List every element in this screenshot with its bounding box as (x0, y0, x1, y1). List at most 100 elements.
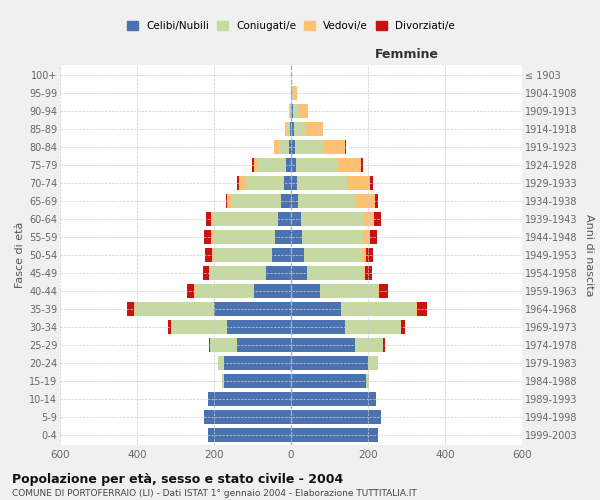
Bar (291, 158, 296, 172)
Bar (299, 104, 308, 118)
Text: Popolazione per età, sesso e stato civile - 2004: Popolazione per età, sesso e stato civil… (12, 472, 343, 486)
Bar (275, 230, 291, 244)
Bar (208, 392, 291, 406)
Bar (291, 284, 320, 298)
Bar (290, 122, 291, 136)
Bar (293, 86, 297, 100)
Bar (222, 374, 224, 388)
Bar (266, 266, 291, 280)
Bar (401, 320, 404, 334)
Bar (218, 356, 224, 370)
Bar (272, 248, 291, 262)
Bar (383, 338, 385, 352)
Bar (291, 248, 304, 262)
Text: COMUNE DI PORTOFERRAIO (LI) - Dati ISTAT 1° gennaio 2004 - Elaborazione TUTTITAL: COMUNE DI PORTOFERRAIO (LI) - Dati ISTAT… (12, 489, 417, 498)
Bar (291, 428, 377, 442)
Bar (245, 176, 284, 190)
Bar (324, 140, 345, 154)
Bar (237, 176, 239, 190)
Bar (377, 284, 379, 298)
Bar (291, 338, 355, 352)
Bar (211, 230, 213, 244)
Bar (208, 428, 291, 442)
Bar (341, 302, 416, 316)
Bar (370, 230, 377, 244)
Bar (284, 176, 291, 190)
Bar (292, 86, 293, 100)
Bar (224, 356, 291, 370)
Bar (210, 266, 266, 280)
Bar (291, 86, 292, 100)
Bar (291, 230, 302, 244)
Bar (187, 284, 194, 298)
Bar (345, 140, 346, 154)
Text: Femmine: Femmine (374, 48, 439, 61)
Bar (239, 176, 245, 190)
Bar (291, 320, 345, 334)
Bar (417, 302, 427, 316)
Bar (291, 176, 297, 190)
Bar (232, 194, 281, 208)
Bar (134, 302, 135, 316)
Bar (210, 338, 237, 352)
Bar (214, 248, 272, 262)
Bar (226, 194, 227, 208)
Bar (274, 140, 280, 154)
Y-axis label: Anni di nascita: Anni di nascita (584, 214, 594, 296)
Y-axis label: Fasce di età: Fasce di età (14, 222, 25, 288)
Bar (171, 320, 172, 334)
Bar (291, 302, 341, 316)
Bar (291, 392, 376, 406)
Bar (379, 284, 388, 298)
Bar (224, 374, 291, 388)
Bar (287, 122, 290, 136)
Bar (366, 248, 373, 262)
Bar (345, 320, 401, 334)
Bar (365, 266, 372, 280)
Bar (291, 374, 366, 388)
Bar (294, 122, 305, 136)
Bar (280, 140, 289, 154)
Bar (291, 104, 293, 118)
Bar (301, 212, 364, 226)
Bar (227, 320, 291, 334)
Bar (304, 248, 362, 262)
Bar (214, 302, 291, 316)
Bar (364, 212, 374, 226)
Bar (206, 212, 211, 226)
Bar (254, 158, 257, 172)
Bar (291, 410, 382, 424)
Bar (377, 356, 379, 370)
Bar (291, 356, 368, 370)
Bar (168, 320, 171, 334)
Bar (347, 176, 370, 190)
Bar (375, 194, 378, 208)
Bar (209, 338, 210, 352)
Bar (127, 302, 134, 316)
Bar (252, 158, 254, 172)
Bar (291, 212, 301, 226)
Bar (278, 212, 291, 226)
Bar (195, 284, 254, 298)
Bar (135, 302, 214, 316)
Bar (194, 284, 195, 298)
Bar (361, 158, 363, 172)
Bar (356, 194, 375, 208)
Bar (227, 194, 232, 208)
Legend: Celibi/Nubili, Coniugati/e, Vedovi/e, Divorziati/e: Celibi/Nubili, Coniugati/e, Vedovi/e, Di… (123, 17, 459, 36)
Bar (212, 248, 214, 262)
Bar (362, 248, 366, 262)
Bar (338, 158, 361, 172)
Bar (281, 194, 291, 208)
Bar (366, 374, 369, 388)
Bar (213, 230, 275, 244)
Bar (295, 140, 324, 154)
Bar (296, 158, 338, 172)
Bar (211, 212, 214, 226)
Bar (289, 140, 291, 154)
Bar (289, 104, 290, 118)
Bar (416, 302, 417, 316)
Bar (203, 230, 211, 244)
Bar (293, 104, 299, 118)
Bar (209, 266, 210, 280)
